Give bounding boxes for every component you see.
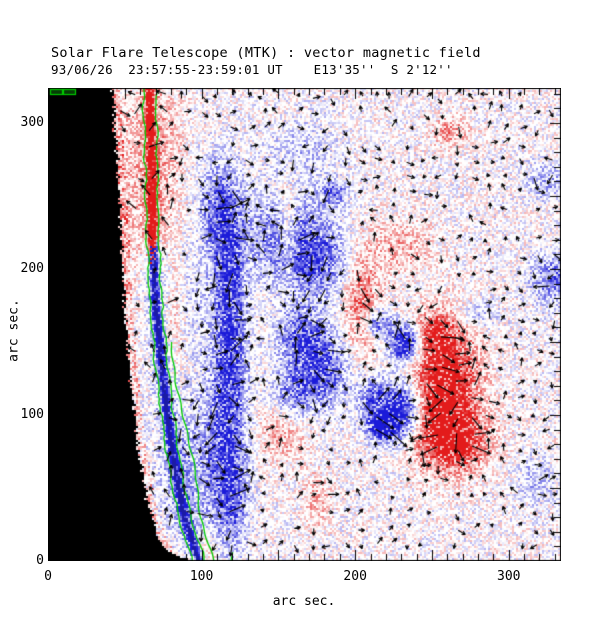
- y-axis-tick-label: 0: [36, 553, 44, 568]
- magnetogram-canvas: [48, 88, 561, 561]
- x-axis-tick-label: 200: [343, 569, 367, 584]
- y-axis-tick-label: 200: [20, 261, 44, 277]
- x-axis-tick-label: 300: [497, 569, 521, 584]
- x-axis-tick-label: 100: [189, 569, 214, 584]
- y-axis-tick-label: 100: [20, 407, 44, 422]
- y-axis-label: arc sec.: [6, 299, 22, 362]
- y-axis-tick-label: 300: [20, 115, 44, 131]
- plot-title: Solar Flare Telescope (MTK) : vector mag…: [51, 45, 481, 61]
- x-axis-tick-label: 0: [44, 569, 52, 584]
- plot-subtitle: 93/06/26 23:57:55-23:59:01 UT E13'35'' S…: [51, 62, 453, 77]
- x-axis-label: arc sec.: [272, 594, 336, 609]
